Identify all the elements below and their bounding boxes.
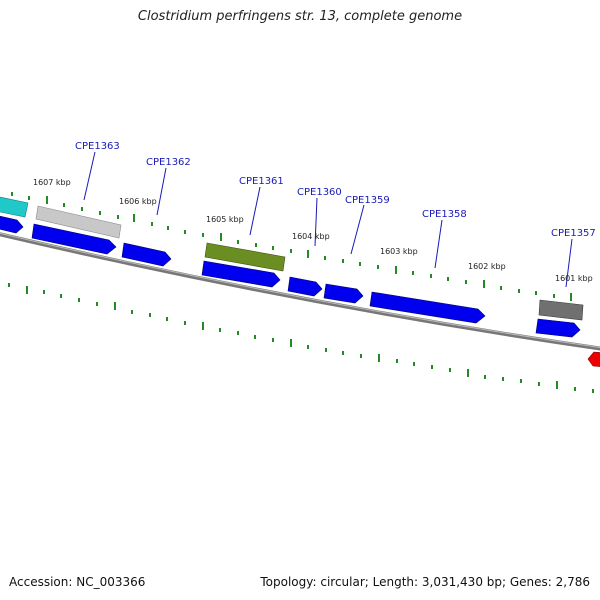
cds-arrow-1 [0,215,24,234]
cds-arrow-8 [535,318,581,338]
topology-label: Topology: circular; Length: 3,031,430 bp… [260,575,590,589]
tick-label-1604: 1604 kbp [292,232,330,241]
gene-label-cpe1357: CPE1357 [551,228,596,239]
gene-label-cpe1361: CPE1361 [239,176,284,187]
tick-label-1607: 1607 kbp [33,178,71,187]
map-title: Clostridium perfringens str. 13, complet… [137,9,463,24]
accession-label: Accession: NC_003366 [9,575,146,589]
gene-label-cpe1359: CPE1359 [345,195,390,206]
cds-arrow-6 [323,283,364,304]
gene-label-cpe1358: CPE1358 [422,209,467,220]
gene-label-cpe1362: CPE1362 [146,157,191,168]
inner-tick-ring [8,283,594,393]
genome-backbone [0,232,600,351]
genome-backbone-highlight [0,232,600,349]
feature-silver [35,205,122,239]
feature-cyan [0,196,29,218]
cds-arrow-5 [287,276,323,297]
tick-label-1603: 1603 kbp [380,247,418,256]
cds-arrow-7 [369,291,486,324]
gene-leader-lines [83,151,573,288]
tick-label-1601: 1601 kbp [555,274,593,283]
gene-label-cpe1363: CPE1363 [75,141,120,152]
feature-red [587,351,600,367]
tick-label-1605: 1605 kbp [206,215,244,224]
feature-darkgray [538,299,584,321]
outer-tick-ring [11,192,572,301]
feature-olive [204,242,286,272]
cds-arrow-2 [31,223,117,255]
tick-label-1602: 1602 kbp [468,262,506,271]
gene-label-cpe1360: CPE1360 [297,187,342,198]
cds-arrows [0,215,581,338]
cds-arrow-3 [121,242,172,267]
cds-arrow-4 [201,260,281,288]
tick-label-1606: 1606 kbp [119,197,157,206]
